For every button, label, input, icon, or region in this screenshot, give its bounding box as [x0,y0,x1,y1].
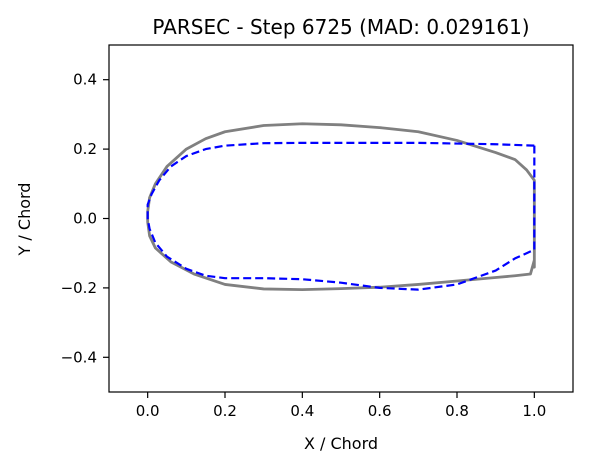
x-tick-label: 0.8 [445,402,469,420]
plot-frame [108,44,574,393]
x-tick-label: 0.2 [213,402,237,420]
y-tick-label: −0.4 [61,348,97,366]
x-tick-label: 1.0 [522,402,546,420]
chart-title: PARSEC - Step 6725 (MAD: 0.029161) [152,15,529,39]
x-tick-label: 0.6 [368,402,392,420]
x-axis-label: X / Chord [304,434,378,453]
y-tick-label: −0.2 [61,279,97,297]
y-tick-label: 0.0 [73,210,97,228]
plot-area: 0.0 0.2 0.4 0.6 0.8 1.0 −0.4 −0.2 0.0 0.2 0.4 [61,44,574,420]
y-axis-label: Y / Chord [15,183,34,257]
series-line-2 [146,141,536,291]
x-tick-label: 0.0 [136,402,160,420]
y-tick-label: 0.4 [73,71,97,89]
x-tick-label: 0.4 [290,402,314,420]
y-tick-label: 0.2 [73,140,97,158]
